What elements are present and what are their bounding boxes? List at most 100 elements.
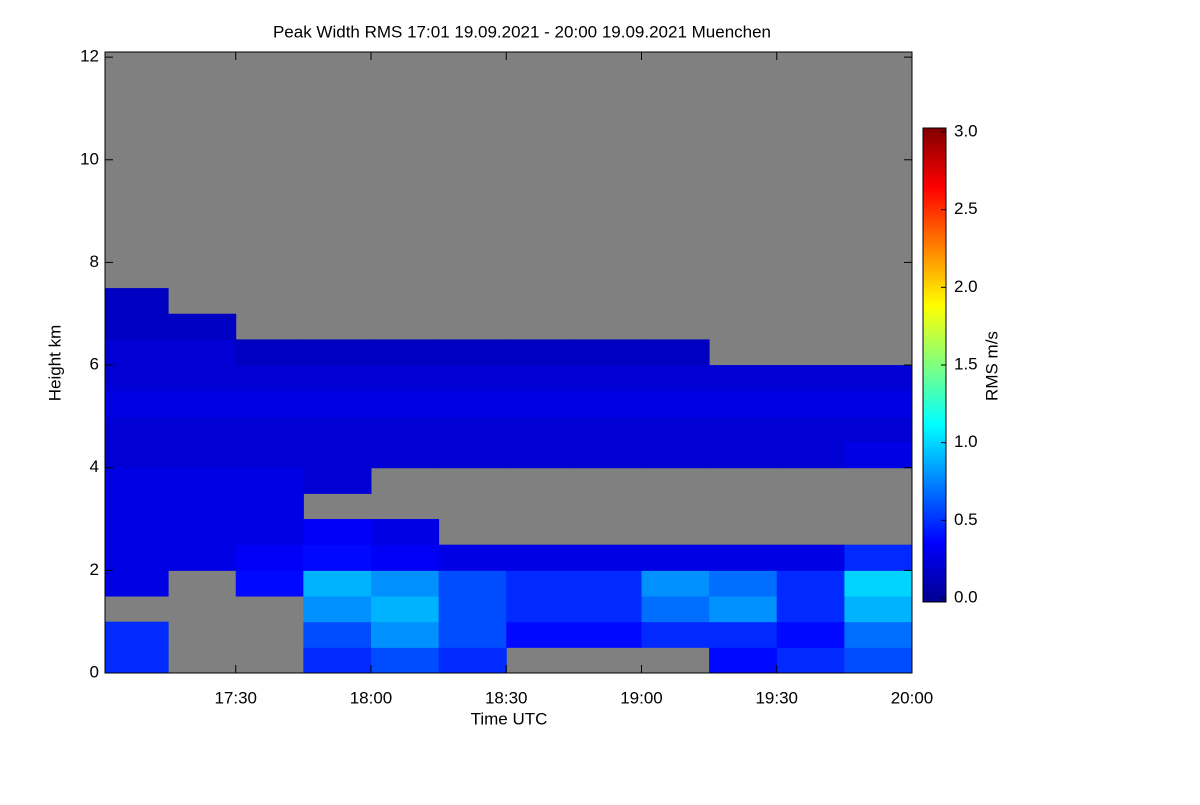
y-tick-label: 12	[80, 47, 99, 66]
x-tick-label: 20:00	[891, 688, 934, 707]
heatmap-cell	[235, 390, 304, 417]
colorbar-tick-label: 0.5	[954, 510, 978, 529]
heatmap-cell	[506, 339, 575, 366]
heatmap-cell	[776, 416, 845, 443]
heatmap-cell	[168, 519, 237, 546]
heatmap-cell	[105, 570, 169, 597]
y-tick-label: 10	[80, 149, 99, 168]
heatmap-cell	[105, 365, 169, 392]
heatmap-cell	[709, 416, 778, 443]
heatmap-cell	[303, 467, 372, 494]
heatmap-cell	[844, 596, 913, 623]
heatmap-cell	[641, 544, 710, 571]
heatmap-cell	[709, 647, 778, 674]
heatmap-cell	[303, 390, 372, 417]
heatmap-cell	[105, 493, 169, 520]
heatmap-cell	[105, 467, 169, 494]
colorbar-tick-label: 1.0	[954, 432, 978, 451]
heatmap-cell	[438, 442, 507, 469]
heatmap-cell	[506, 442, 575, 469]
heatmap-cell	[235, 365, 304, 392]
heatmap-cell	[506, 596, 575, 623]
heatmap-cell	[168, 544, 237, 571]
chart-title: Peak Width RMS 17:01 19.09.2021 - 20:00 …	[273, 22, 771, 41]
heatmap-cell	[105, 621, 169, 648]
colorbar-tick-label: 3.0	[954, 121, 978, 140]
heatmap-cell	[641, 442, 710, 469]
heatmap-cell	[105, 544, 169, 571]
x-tick-label: 19:30	[755, 688, 798, 707]
x-tick-label: 18:30	[485, 688, 528, 707]
heatmap-cell	[573, 416, 642, 443]
colorbar-tick-label: 1.5	[954, 354, 978, 373]
heatmap-cell	[709, 544, 778, 571]
y-tick-label: 6	[90, 355, 99, 374]
heatmap-cell	[105, 339, 169, 366]
colorbar-tick-label: 0.0	[954, 587, 978, 606]
heatmap-cell	[370, 416, 440, 443]
heatmap-cell	[573, 544, 642, 571]
heatmap-cell	[303, 442, 372, 469]
heatmap-cell	[573, 621, 642, 648]
heatmap-cell	[168, 467, 237, 494]
y-tick-label: 4	[90, 457, 99, 476]
heatmap-cell	[105, 647, 169, 674]
heatmap-cell	[235, 416, 304, 443]
heatmap-cell	[641, 390, 710, 417]
heatmap-cell	[370, 647, 440, 674]
heatmap-cell	[438, 365, 507, 392]
heatmap-cell	[844, 390, 913, 417]
heatmap-cell	[776, 442, 845, 469]
heatmap-cell	[370, 365, 440, 392]
heatmap-cell	[370, 570, 440, 597]
x-tick-label: 18:00	[350, 688, 393, 707]
heatmap-cell	[235, 442, 304, 469]
heatmap-cell	[303, 647, 372, 674]
heatmap-cell	[641, 365, 710, 392]
heatmap-cell	[641, 339, 710, 366]
heatmap-cell	[641, 596, 710, 623]
x-axis-label: Time UTC	[471, 709, 548, 728]
heatmap-cell	[235, 467, 304, 494]
colorbar-tick-label: 2.0	[954, 277, 978, 296]
heatmap-cell	[168, 313, 237, 340]
heatmap-cell	[438, 390, 507, 417]
heatmap-cell	[303, 519, 372, 546]
heatmap-cell	[370, 621, 440, 648]
heatmap-cell	[235, 519, 304, 546]
heatmap-cell	[303, 365, 372, 392]
heatmap-cell	[438, 339, 507, 366]
heatmap-cell	[438, 416, 507, 443]
heatmap-cell	[844, 416, 913, 443]
heatmap-cell	[709, 596, 778, 623]
y-tick-label: 2	[90, 560, 99, 579]
heatmap-cell	[438, 570, 507, 597]
heatmap-cell	[573, 365, 642, 392]
heatmap-cell	[641, 570, 710, 597]
heatmap-cell	[506, 416, 575, 443]
heatmap-cell	[370, 544, 440, 571]
colorbar-tick-label: 2.5	[954, 199, 978, 218]
heatmap-cell	[370, 390, 440, 417]
heatmap-cell	[709, 365, 778, 392]
heatmap-cell	[235, 544, 304, 571]
heatmap-cell	[438, 647, 507, 674]
heatmap-cell	[506, 544, 575, 571]
x-tick-label: 19:00	[620, 688, 663, 707]
heatmap-cell	[303, 570, 372, 597]
heatmap-cell	[573, 339, 642, 366]
heatmap-cell	[844, 365, 913, 392]
heatmap-cell	[641, 416, 710, 443]
colorbar-label: RMS m/s	[982, 331, 1001, 401]
heatmap-cell	[438, 621, 507, 648]
heatmap-cell	[235, 570, 304, 597]
heatmap-cell	[641, 621, 710, 648]
heatmap-cell	[168, 493, 237, 520]
heatmap-cell	[370, 339, 440, 366]
heatmap-cell	[573, 570, 642, 597]
heatmap-cell	[235, 339, 304, 366]
heatmap-cell	[438, 596, 507, 623]
heatmap-cell	[844, 544, 913, 571]
heatmap-cell	[573, 442, 642, 469]
heatmap-cell	[709, 442, 778, 469]
